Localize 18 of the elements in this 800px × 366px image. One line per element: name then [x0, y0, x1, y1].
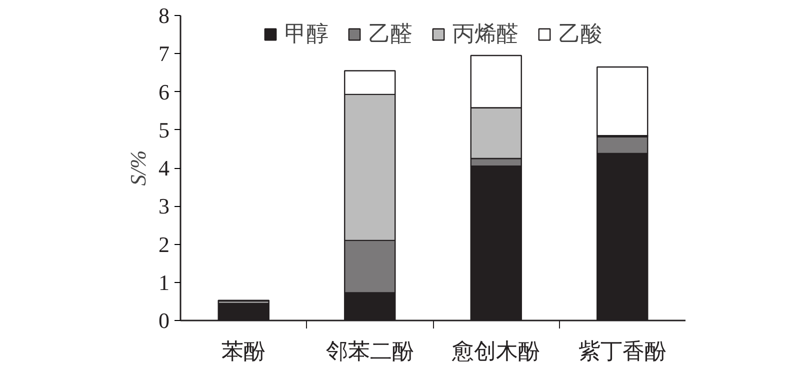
- legend-label: 乙醛: [368, 20, 412, 48]
- y-axis-title: S/%: [126, 150, 150, 186]
- y-tick-label: 1: [158, 270, 170, 295]
- y-tick-label: 3: [158, 194, 170, 219]
- y-tick-label: 8: [158, 3, 170, 28]
- legend-label: 丙烯醛: [452, 20, 518, 48]
- y-tick-label: 7: [158, 41, 170, 66]
- legend-label: 甲醇: [284, 20, 328, 48]
- x-tick-label: 邻苯二酚: [326, 338, 414, 364]
- y-tick-label: 6: [158, 79, 170, 104]
- legend-label: 乙酸: [558, 20, 602, 48]
- x-tick-label: 紫丁香酚: [578, 338, 666, 364]
- y-tick-label: 2: [158, 232, 170, 257]
- y-tick-label: 4: [158, 156, 170, 180]
- y-tick-label: 0: [158, 308, 170, 333]
- x-tick-label: 愈创木酚: [451, 338, 540, 364]
- x-tick-label: 苯酚: [222, 338, 266, 364]
- y-tick-label: 5: [158, 117, 170, 142]
